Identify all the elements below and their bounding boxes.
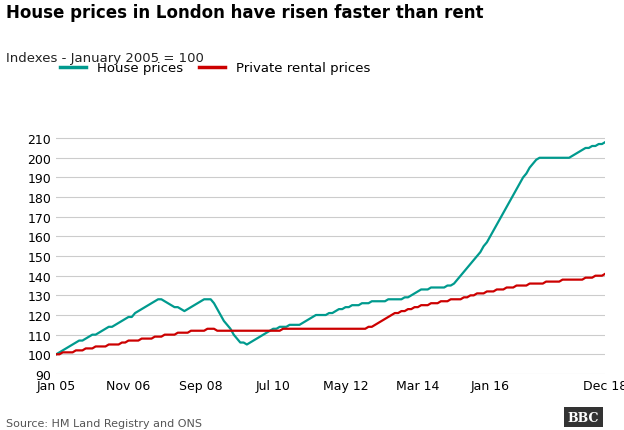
Text: BBC: BBC [568,411,599,424]
Text: Indexes - January 2005 = 100: Indexes - January 2005 = 100 [6,52,204,64]
Legend: House prices, Private rental prices: House prices, Private rental prices [60,62,370,75]
Text: Source: HM Land Registry and ONS: Source: HM Land Registry and ONS [6,418,202,428]
Text: House prices in London have risen faster than rent: House prices in London have risen faster… [6,4,484,22]
